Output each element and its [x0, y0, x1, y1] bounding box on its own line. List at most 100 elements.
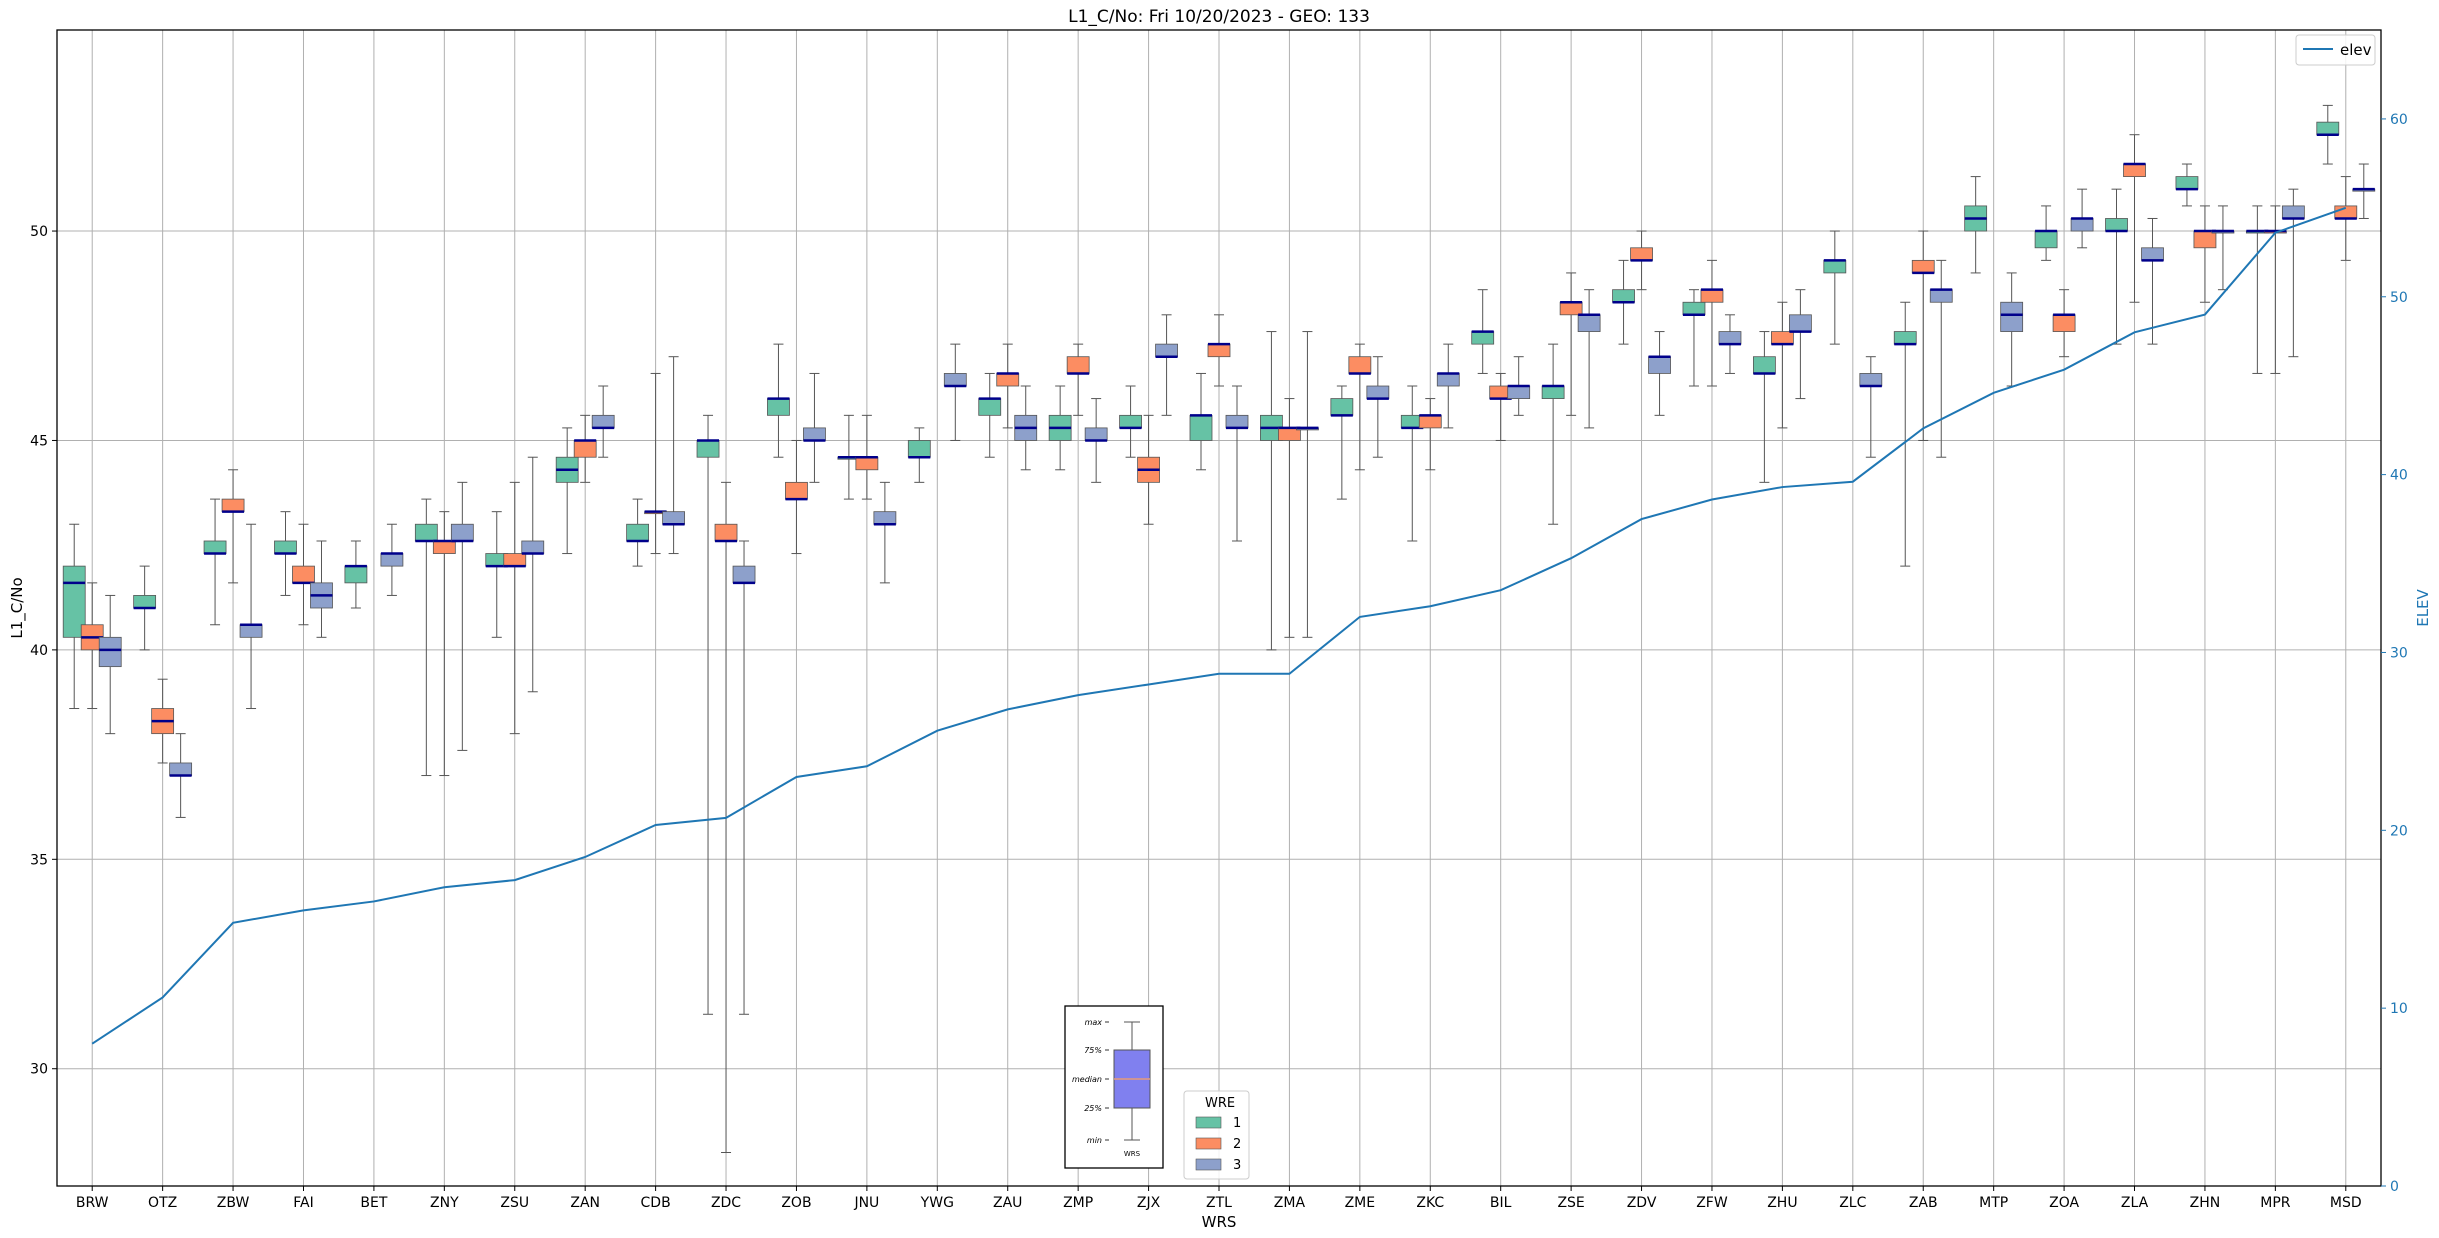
box-series-2: [503, 553, 527, 567]
box-series-2: [1207, 343, 1231, 358]
box-series-1: [133, 595, 157, 609]
elevation-line: [91, 206, 2347, 1045]
box-series-3: [1225, 414, 1249, 429]
x-tick-label: JNU: [853, 1195, 879, 1211]
x-tick-label: BRW: [76, 1195, 109, 1211]
box-series-1: [2034, 230, 2058, 249]
box-series-1: [203, 540, 227, 554]
box-series-2: [221, 498, 245, 513]
box-series-2: [2052, 314, 2076, 332]
wre-legend-label: 3: [1233, 1158, 1241, 1173]
x-tick-label: ZTL: [1206, 1195, 1232, 1211]
box-series-2: [1630, 247, 1653, 261]
left-y-axis: 30 35 40 45 50: [30, 224, 57, 1078]
box-series-1: [1893, 331, 1917, 345]
x-tick-label: ZAN: [570, 1195, 600, 1211]
x-tick-label: ZHU: [1767, 1195, 1797, 1211]
x-tick-label: BIL: [1490, 1195, 1512, 1211]
box-series-2: [573, 440, 597, 458]
box-series-2: [1066, 356, 1090, 374]
y2-tick-label: 0: [2390, 1179, 2399, 1195]
x-axis: BRW OTZ ZBW FAI BET ZNY ZSU ZAN CDB ZDC ZOB JNU YWG Z…: [76, 1186, 2362, 1211]
box-series-3: [1084, 427, 1108, 441]
box-series-3: [591, 414, 615, 429]
x-tick-label: ZDC: [711, 1195, 741, 1211]
box-series-3: [1155, 343, 1178, 358]
box-series-2: [1348, 356, 1372, 374]
x-tick-label: ZMA: [1274, 1195, 1306, 1211]
y2-tick-label: 60: [2390, 112, 2408, 128]
key-xlabel: WRS: [1124, 1150, 1141, 1158]
line-legend-label: elev: [2340, 41, 2372, 59]
x-tick-label: ZAB: [1909, 1195, 1938, 1211]
x-tick-label: ZKC: [1416, 1195, 1444, 1211]
box-series-2: [2193, 230, 2217, 249]
box-series-2: [855, 456, 879, 471]
box-series-3: [803, 427, 826, 441]
y2-tick-label: 40: [2390, 468, 2408, 484]
box-series-2: [714, 523, 738, 542]
box-series-3: [2070, 218, 2094, 232]
y-tick-label: 30: [30, 1062, 48, 1078]
box-series-1: [2316, 121, 2340, 136]
line-legend: elev: [2295, 34, 2376, 66]
x-tick-label: FAI: [293, 1195, 313, 1211]
wre-legend-swatch-3: [1195, 1158, 1222, 1171]
x-tick-label: CDB: [641, 1195, 671, 1211]
box-series-2: [996, 373, 1020, 387]
box-series-3: [169, 762, 193, 776]
y-tick-label: 35: [30, 852, 48, 868]
y2-axis-label: ELEV: [2414, 588, 2432, 626]
x-tick-label: YWG: [920, 1195, 954, 1211]
box-series-1: [696, 440, 720, 458]
x-tick-label: ZAU: [993, 1195, 1022, 1211]
box-series-3: [732, 565, 756, 584]
box-series-3: [1788, 314, 1812, 332]
key-label: max: [1085, 1018, 1103, 1027]
x-tick-label: ZSE: [1557, 1195, 1584, 1211]
y2-tick-label: 20: [2390, 823, 2408, 839]
box-series-3: [1436, 373, 1460, 387]
y-tick-label: 45: [30, 433, 48, 449]
box-series-2: [1700, 289, 1724, 303]
box-series-1: [767, 398, 790, 416]
box-series-3: [1718, 331, 1742, 345]
x-tick-label: ZME: [1345, 1195, 1376, 1211]
x-tick-label: BET: [360, 1195, 387, 1211]
x-axis-label: WRS: [1202, 1213, 1237, 1231]
box-series-1: [907, 440, 931, 458]
x-tick-label: ZOB: [781, 1195, 811, 1211]
box-series-3: [1648, 356, 1671, 374]
box-series-2: [432, 540, 456, 554]
y2-tick-label: 50: [2390, 290, 2408, 306]
box-series-3: [380, 553, 404, 567]
elev-line: [91, 206, 2347, 1045]
chart-title: L1_C/No: Fri 10/20/2023 - GEO: 133: [1068, 7, 1370, 27]
x-tick-label: ZMP: [1063, 1195, 1093, 1211]
box-series-3: [239, 624, 263, 638]
box-plots: [62, 104, 2376, 1153]
box-series-3: [1577, 314, 1601, 332]
box-series-1: [1682, 301, 1706, 316]
box-series-3: [98, 636, 122, 668]
box-series-3: [943, 373, 967, 387]
box-series-1: [2175, 176, 2199, 190]
box-series-3: [521, 540, 545, 554]
x-tick-label: ZNY: [430, 1195, 459, 1211]
wre-legend-swatch-2: [1195, 1137, 1222, 1150]
box-series-3: [1507, 385, 1531, 399]
box-series-1: [274, 540, 297, 554]
x-tick-label: ZSU: [500, 1195, 529, 1211]
x-tick-label: ZDV: [1627, 1195, 1657, 1211]
box-series-2: [785, 481, 808, 500]
box-series-1: [1330, 398, 1354, 416]
box-series-2: [1770, 331, 1794, 345]
y-tick-label: 50: [30, 224, 48, 240]
y-tick-label: 40: [30, 643, 48, 659]
wre-legend: WRE 1 2 3: [1183, 1090, 1250, 1180]
box-series-2: [292, 565, 315, 584]
box-series-2: [1418, 414, 1442, 429]
box-series-1: [978, 398, 1002, 416]
wre-legend-title: WRE: [1205, 1096, 1235, 1111]
